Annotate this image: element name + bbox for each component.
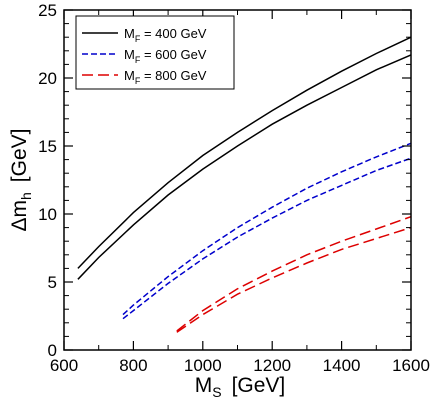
y-tick-label: 0 — [48, 341, 57, 360]
series-line-3-lower — [176, 226, 412, 333]
series-layer — [77, 36, 412, 333]
y-tick-label: 5 — [48, 273, 57, 292]
y-axis-title-sub: h — [18, 192, 34, 200]
x-tick-label: 800 — [119, 356, 147, 375]
legend-label-2: MF = 600 GeV — [124, 47, 207, 65]
y-axis-title-unit: [GeV] — [8, 128, 31, 182]
x-axis-title: MS [GeV] — [195, 374, 286, 400]
x-axis-title-sub: S — [212, 384, 221, 400]
series-line-1-lower — [77, 54, 412, 280]
y-axis-title-main: Δm — [8, 200, 31, 232]
x-axis-title-main: M — [195, 374, 213, 397]
y-tick-label: 10 — [38, 205, 57, 224]
series-line-2-upper — [122, 142, 412, 316]
y-tick-label: 25 — [38, 1, 57, 20]
series-line-2-lower — [122, 157, 412, 320]
legend-label-sub: F — [135, 34, 141, 44]
legend-label-main: M — [124, 26, 135, 41]
ticks-layer: 600 800 1000 1200 1400 1600 0 5 10 15 20 25 — [38, 1, 430, 375]
legend-label-1: MF = 400 GeV — [124, 26, 207, 44]
legend-label-sub: F — [135, 55, 141, 65]
x-tick-label: 600 — [50, 356, 78, 375]
x-tick-label: 1000 — [184, 356, 222, 375]
y-tick-label: 20 — [38, 69, 57, 88]
legend-label-sub: F — [135, 76, 141, 86]
legend-label-rest: = 400 GeV — [140, 26, 206, 41]
legend-label-rest: = 600 GeV — [140, 47, 206, 62]
legend-label-rest: = 800 GeV — [140, 68, 206, 83]
x-tick-label: 1600 — [392, 356, 430, 375]
plot-frame — [63, 9, 412, 351]
x-axis-title-unit: [GeV] — [232, 374, 286, 397]
series-line-1-upper — [77, 36, 412, 269]
legend-box — [75, 15, 235, 90]
series-line-3-upper — [176, 215, 412, 332]
legend-label-main: M — [124, 47, 135, 62]
y-tick-label: 15 — [38, 137, 57, 156]
y-axis-title: Δmh [GeV] — [8, 128, 34, 231]
x-tick-label: 1400 — [323, 356, 361, 375]
x-tick-label: 1200 — [253, 356, 291, 375]
legend-label-main: M — [124, 68, 135, 83]
legend-label-3: MF = 800 GeV — [124, 68, 207, 86]
